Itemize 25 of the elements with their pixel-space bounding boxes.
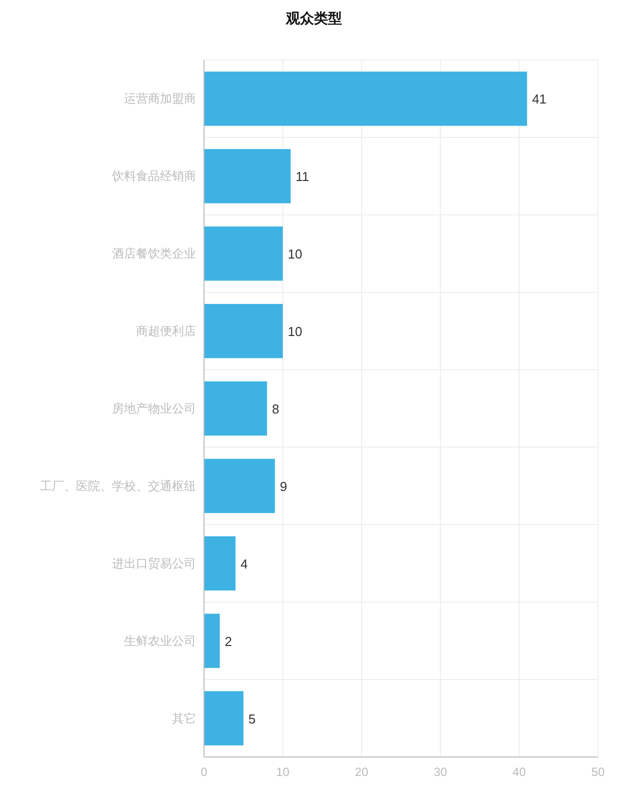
chart-title: 观众类型 — [285, 10, 342, 26]
y-tick-label: 其它 — [172, 711, 196, 726]
x-tick-label: 10 — [276, 765, 290, 779]
y-tick-label: 运营商加盟商 — [124, 92, 196, 106]
y-tick-label: 饮料食品经销商 — [111, 169, 196, 184]
x-tick-label: 50 — [591, 765, 605, 779]
y-tick-label: 进出口贸易公司 — [112, 556, 196, 570]
data-label: 10 — [288, 246, 302, 262]
y-tick-label: 生鲜农业公司 — [124, 634, 196, 648]
y-tick-label: 商超便利店 — [136, 324, 196, 338]
data-label: 10 — [288, 324, 302, 340]
data-label: 4 — [240, 556, 248, 572]
data-label: 8 — [272, 402, 280, 416]
y-tick-label: 酒店餐饮类企业 — [112, 246, 196, 261]
x-tick-label: 40 — [512, 765, 526, 779]
x-tick-label: 30 — [434, 765, 448, 779]
data-label: 2 — [224, 634, 232, 649]
y-tick-label: 房地产物业公司 — [112, 402, 196, 416]
y-tick-label: 工厂、医院、学校、交通枢纽 — [40, 478, 196, 493]
data-label: 5 — [248, 711, 256, 726]
data-label: 41 — [532, 92, 547, 107]
x-tick-label: 20 — [354, 765, 369, 779]
data-label: 11 — [296, 169, 310, 184]
x-tick-label: 0 — [200, 765, 208, 779]
data-label: 9 — [280, 478, 288, 494]
